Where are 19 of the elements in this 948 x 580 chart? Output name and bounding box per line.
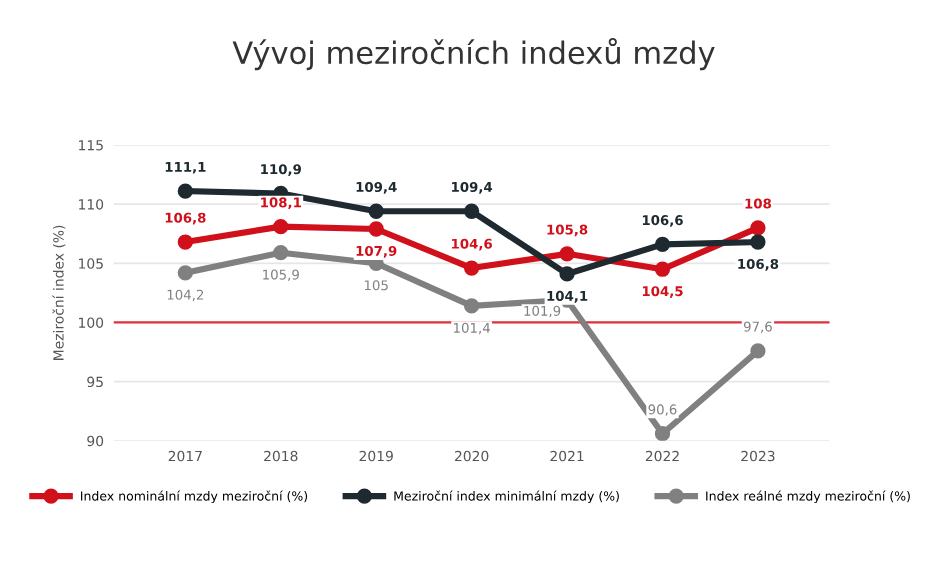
point	[177, 234, 193, 250]
point	[463, 298, 480, 314]
point	[750, 343, 766, 359]
point	[368, 221, 384, 237]
point	[368, 203, 384, 219]
point	[654, 236, 671, 253]
point	[177, 183, 193, 199]
point	[177, 265, 193, 281]
chart-title: Vývoj meziročních indexů mzdy	[232, 37, 715, 71]
point	[463, 260, 480, 276]
point	[654, 261, 671, 277]
point	[750, 220, 766, 236]
point	[273, 219, 289, 235]
point	[273, 245, 289, 261]
point	[654, 426, 671, 441]
point	[750, 234, 766, 250]
point	[559, 266, 575, 282]
point	[463, 203, 480, 219]
point	[559, 246, 575, 262]
